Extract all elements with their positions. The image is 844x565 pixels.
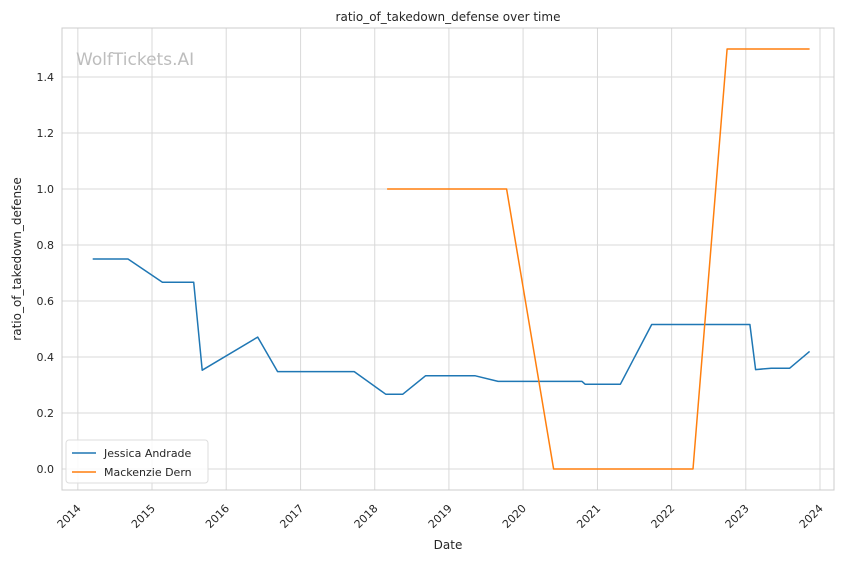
- series-lines: [92, 48, 811, 470]
- y-tick-label: 1.0: [37, 183, 55, 196]
- x-axis-title: Date: [434, 538, 463, 552]
- y-tick-label: 0.2: [37, 407, 55, 420]
- legend-box: [65, 439, 209, 484]
- series-line-1: [387, 48, 810, 470]
- grid-lines: [62, 28, 834, 490]
- legend: Jessica Andrade Mackenzie Dern: [65, 439, 209, 484]
- y-tick-label: 1.2: [37, 127, 55, 140]
- series-line-0: [92, 258, 811, 395]
- watermark: WolfTickets.AI: [76, 50, 194, 70]
- chart-title: ratio_of_takedown_defense over time: [336, 10, 561, 24]
- y-tick-label: 1.4: [37, 71, 55, 84]
- y-tick-label: 0.4: [37, 351, 55, 364]
- y-tick-label: 0.6: [37, 295, 55, 308]
- y-tick-label: 0.0: [37, 463, 55, 476]
- y-axis-title: ratio_of_takedown_defense: [10, 177, 24, 340]
- y-axis-ticks: 0.0 0.2 0.4 0.6 0.8 1.0 1.2 1.4: [37, 71, 55, 476]
- legend-label: Jessica Andrade: [103, 447, 192, 460]
- plot-frame: [61, 27, 835, 491]
- y-tick-label: 0.8: [37, 239, 55, 252]
- legend-label: Mackenzie Dern: [104, 466, 192, 479]
